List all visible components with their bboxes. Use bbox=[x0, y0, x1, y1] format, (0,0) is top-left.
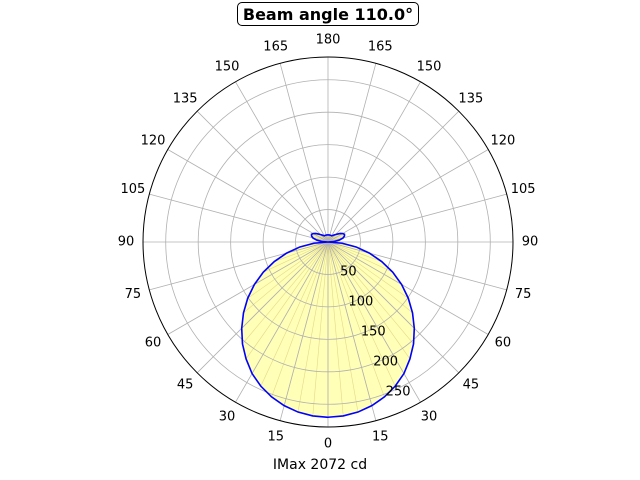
fill-spoke bbox=[242, 241, 329, 345]
polar-grid bbox=[143, 57, 513, 427]
grid-spoke bbox=[327, 110, 460, 243]
angle-tick-label: 135 bbox=[173, 92, 198, 107]
fill-spoke bbox=[274, 241, 329, 262]
grid-spoke bbox=[327, 241, 460, 374]
angle-tick-label: 90 bbox=[118, 235, 135, 250]
radial-tick-label: 150 bbox=[361, 324, 386, 339]
grid-spoke bbox=[167, 241, 329, 335]
fill-spoke bbox=[327, 241, 396, 387]
angle-tick-label: 90 bbox=[522, 235, 539, 250]
angle-tick-label: 0 bbox=[324, 437, 332, 452]
angle-tick-label: 15 bbox=[267, 430, 284, 445]
grid-spoke bbox=[196, 241, 329, 374]
grid-spoke bbox=[327, 193, 507, 243]
polar-frame bbox=[142, 56, 514, 428]
angle-tick-label: 120 bbox=[491, 134, 516, 149]
radial-tick-label: 50 bbox=[340, 264, 357, 279]
fill-spoke bbox=[271, 241, 329, 398]
fill-spoke bbox=[327, 241, 409, 299]
radial-tick-label: 100 bbox=[348, 294, 373, 309]
angle-tick-label: 120 bbox=[141, 134, 166, 149]
fill-spoke bbox=[245, 241, 329, 360]
grid-spoke bbox=[327, 241, 377, 421]
grid-spoke bbox=[196, 110, 329, 243]
grid-spoke bbox=[327, 241, 489, 335]
fill-spoke bbox=[327, 241, 385, 398]
grid-spoke bbox=[167, 149, 329, 243]
angle-tick-label: 30 bbox=[421, 409, 438, 424]
x-axis-label: IMax 2072 cd bbox=[272, 457, 368, 473]
grid-spoke bbox=[327, 241, 421, 403]
angle-tick-label: 60 bbox=[495, 336, 512, 351]
radial-tick-label: 250 bbox=[386, 384, 411, 399]
angle-tick-label: 75 bbox=[515, 287, 532, 302]
chart-title: Beam angle 110.0° bbox=[237, 2, 419, 26]
angle-tick-label: 45 bbox=[177, 377, 194, 392]
radial-tick-label: 200 bbox=[373, 354, 398, 369]
fill-spoke bbox=[327, 241, 359, 413]
fill-spoke bbox=[247, 241, 329, 299]
angle-tick-label: 60 bbox=[145, 336, 162, 351]
angle-tick-label: 105 bbox=[120, 182, 145, 197]
fill-spoke bbox=[297, 241, 329, 413]
angle-tick-label: 45 bbox=[463, 377, 480, 392]
fill-spoke bbox=[260, 241, 329, 387]
fill-spoke bbox=[327, 241, 411, 360]
fill-spoke bbox=[327, 241, 344, 416]
angle-tick-label: 15 bbox=[372, 430, 389, 445]
angle-tick-labels: 0 15 30 45 60 75 90 105 120 135 150 165 180 165 150 135… bbox=[118, 33, 539, 452]
grid-spoke bbox=[327, 63, 377, 243]
radial-tick-labels: 50 100 150 200 250 bbox=[340, 264, 410, 399]
intensity-curve-layer bbox=[240, 232, 416, 419]
angle-tick-label: 135 bbox=[458, 92, 483, 107]
fill-spoke bbox=[243, 241, 329, 314]
outer-circle bbox=[142, 56, 514, 428]
angle-tick-label: 150 bbox=[215, 60, 240, 75]
grid-spoke bbox=[235, 241, 329, 403]
angle-tick-label: 30 bbox=[219, 409, 236, 424]
fill-spoke bbox=[263, 241, 329, 273]
fill-spoke bbox=[312, 241, 329, 416]
angle-tick-label: 105 bbox=[511, 182, 536, 197]
grid-spoke bbox=[149, 193, 329, 243]
grid-spoke bbox=[327, 149, 489, 243]
angle-tick-label: 150 bbox=[417, 60, 442, 75]
grid-spoke bbox=[327, 241, 507, 291]
grid-spoke bbox=[279, 241, 329, 421]
fill-spoke bbox=[327, 241, 382, 262]
fill-spoke bbox=[327, 241, 413, 314]
fill-spoke bbox=[327, 241, 414, 345]
intensity-curve bbox=[240, 232, 416, 419]
fill-spoke bbox=[327, 241, 393, 273]
grid-spoke bbox=[235, 81, 329, 243]
angle-tick-label: 165 bbox=[263, 39, 288, 54]
angle-tick-label: 75 bbox=[125, 287, 142, 302]
grid-spoke bbox=[149, 241, 329, 291]
angle-tick-label: 180 bbox=[316, 33, 341, 48]
grid-spoke bbox=[327, 81, 421, 243]
grid-spoke bbox=[279, 63, 329, 243]
angle-tick-label: 165 bbox=[368, 39, 393, 54]
